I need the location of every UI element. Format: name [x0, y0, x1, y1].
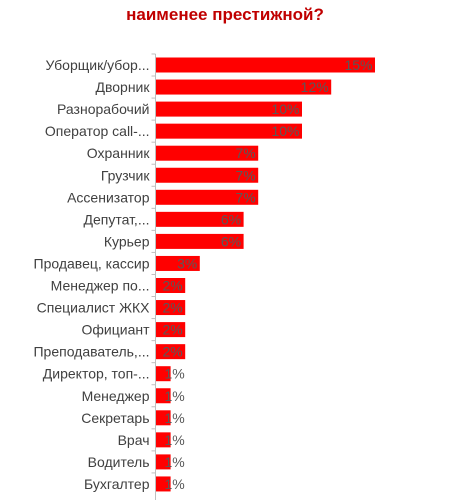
data-label: 2% — [162, 278, 182, 294]
chart-title: наименее престижной? — [126, 5, 324, 24]
data-label: 1% — [165, 432, 185, 448]
category-label: Разнорабочий — [57, 101, 149, 117]
data-label: 7% — [235, 145, 255, 161]
category-label: Дворник — [95, 79, 150, 95]
data-label: 2% — [162, 322, 182, 338]
category-label: Уборщик/убор... — [46, 57, 150, 73]
bar — [156, 123, 302, 139]
data-label: 12% — [301, 79, 329, 95]
category-label: Охранник — [87, 145, 151, 161]
data-label: 6% — [221, 211, 241, 227]
bar — [156, 366, 171, 382]
category-label: Менеджер по... — [51, 278, 150, 294]
category-label: Специалист ЖКХ — [37, 300, 150, 316]
data-label: 1% — [165, 454, 185, 470]
data-label: 10% — [271, 101, 299, 117]
bar — [156, 167, 259, 183]
category-label: Бухгалтер — [84, 476, 150, 492]
category-label: Директор, топ-... — [43, 366, 150, 382]
category-label: Грузчик — [101, 167, 150, 183]
category-label: Секретарь — [81, 410, 149, 426]
bar — [156, 79, 332, 95]
bar — [156, 233, 244, 249]
bar — [156, 101, 302, 117]
bar — [156, 410, 171, 426]
category-label: Оператор call-... — [45, 123, 150, 139]
data-label: 1% — [165, 476, 185, 492]
data-label: 7% — [235, 189, 255, 205]
category-label: Официант — [82, 322, 151, 338]
category-label: Курьер — [104, 233, 150, 249]
data-label: 2% — [162, 300, 182, 316]
category-label: Менеджер — [82, 388, 150, 404]
bar — [156, 255, 200, 271]
bar — [156, 344, 186, 360]
data-label: 1% — [165, 388, 185, 404]
data-label: 3% — [177, 255, 197, 271]
data-label: 2% — [162, 344, 182, 360]
data-label: 10% — [271, 123, 299, 139]
category-label: Продавец, кассир — [34, 255, 150, 271]
bar — [156, 57, 375, 73]
category-label: Врач — [118, 432, 150, 448]
data-label: 6% — [221, 233, 241, 249]
category-label: Депутат,... — [83, 211, 149, 227]
category-label: Преподаватель,... — [33, 344, 149, 360]
category-label: Водитель — [88, 454, 150, 470]
bar — [156, 432, 171, 448]
bar — [156, 476, 171, 492]
bar — [156, 322, 186, 338]
data-label: 15% — [344, 57, 372, 73]
bar — [156, 189, 259, 205]
data-label: 7% — [235, 167, 255, 183]
data-label: 1% — [165, 410, 185, 426]
category-label: Ассенизатор — [67, 189, 150, 205]
bar — [156, 388, 171, 404]
bar — [156, 300, 186, 316]
bar — [156, 211, 244, 227]
data-label: 1% — [165, 366, 185, 382]
bar — [156, 454, 171, 470]
bar — [156, 145, 259, 161]
bar — [156, 278, 186, 293]
